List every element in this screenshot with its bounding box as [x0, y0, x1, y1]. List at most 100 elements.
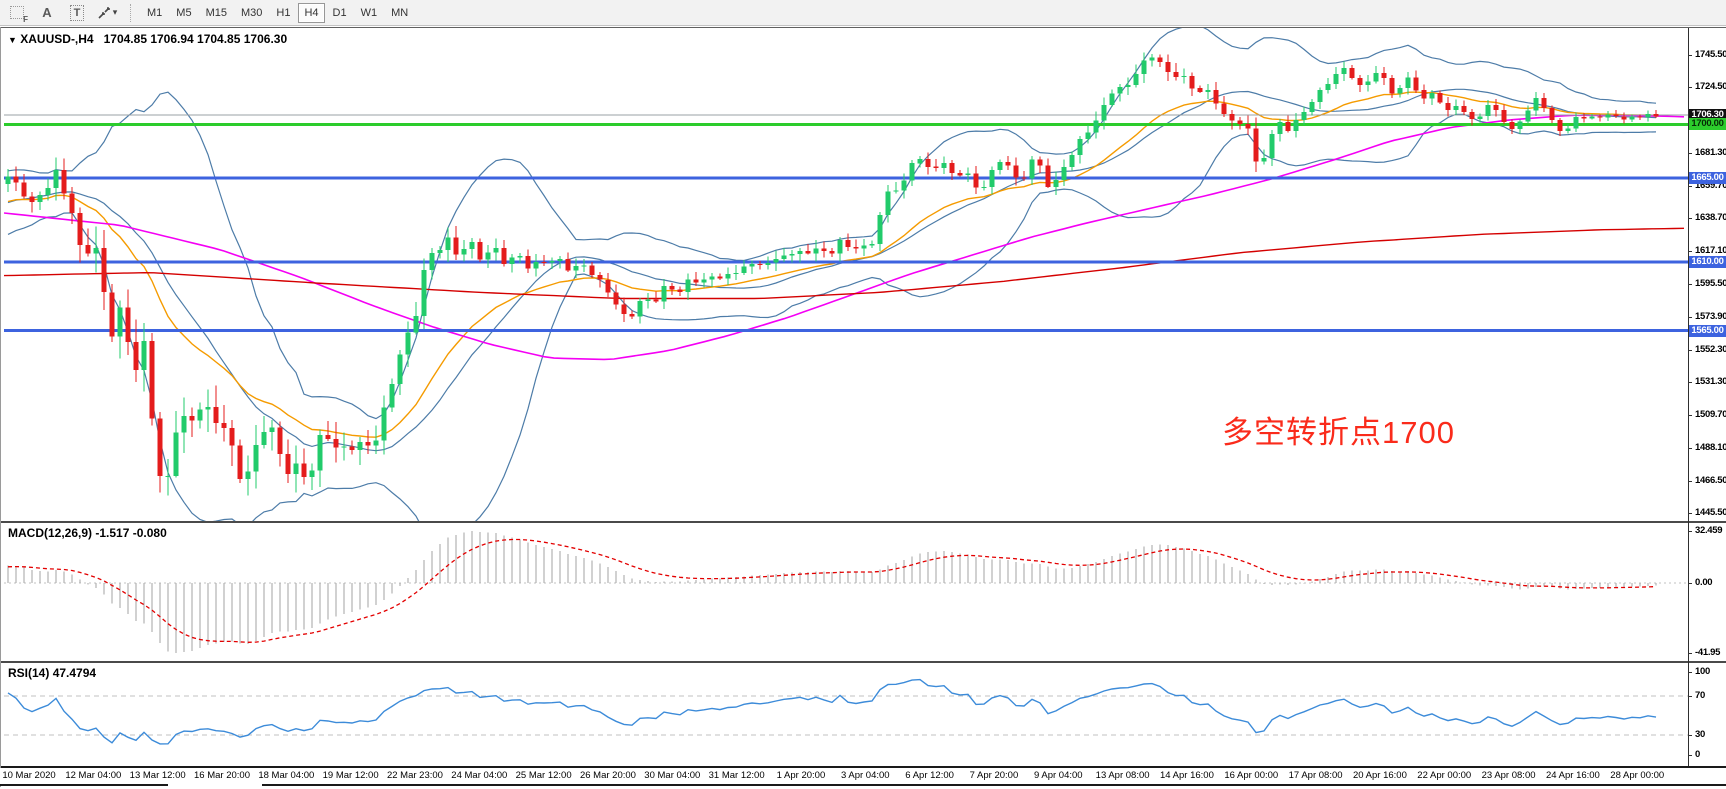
- timeframe-button-mn[interactable]: MN: [391, 6, 409, 19]
- support-1665-badge: 1665.00: [1689, 171, 1726, 184]
- time-label: 13 Mar 12:00: [129, 770, 186, 781]
- rsi-axis-label: 30: [1695, 729, 1705, 740]
- price-label: 1488.10: [1695, 441, 1726, 453]
- text-annotation-icon[interactable]: A: [42, 5, 52, 20]
- time-label: 14 Apr 16:00: [1159, 770, 1214, 781]
- symbol-timeframe-label: XAUUSD-,H4: [20, 32, 94, 46]
- main-price-chart[interactable]: [4, 28, 1688, 521]
- price-label: 1724.50: [1695, 81, 1726, 93]
- pivot-annotation-text: 多空转折点1700: [1222, 415, 1455, 450]
- timeframe-button-w1[interactable]: W1: [360, 6, 378, 19]
- price-label: 1573.90: [1695, 310, 1726, 322]
- price-tick: [1688, 55, 1692, 56]
- time-axis[interactable]: 10 Mar 2020 12 Mar 04:00 13 Mar 12:00 16 Ma…: [0, 768, 1726, 784]
- chart-title: ▼ XAUUSD-,H4 1704.85 1706.94 1704.85 1706…: [8, 32, 287, 46]
- pivot-1700-badge: 1700.00: [1689, 118, 1726, 131]
- rsi-axis-label: 0: [1695, 749, 1700, 760]
- timeframe-button-m1[interactable]: M1: [147, 6, 163, 19]
- price-tick: [1688, 185, 1692, 187]
- dropdown-caret-icon: ▾: [112, 7, 118, 17]
- time-label: 6 Apr 12:00: [905, 770, 954, 781]
- price-label: 1681.30: [1695, 147, 1726, 158]
- timeframe-button-m30[interactable]: M30: [240, 6, 263, 19]
- time-label: 17 Apr 08:00: [1288, 770, 1343, 781]
- rsi-label: RSI(14) 47.4794: [8, 666, 97, 680]
- main-macd-splitter[interactable]: [0, 521, 1726, 523]
- macd-axis-label: 0.00: [1695, 577, 1713, 588]
- time-label: 31 Mar 12:00: [708, 770, 765, 781]
- price-tick: [1688, 284, 1692, 285]
- docking-grip-icon[interactable]: F: [4, 3, 30, 24]
- rsi-axis-label: 100: [1695, 666, 1710, 677]
- timeframe-button-m5[interactable]: M5: [176, 6, 192, 19]
- rsi-value: 47.4794: [52, 666, 97, 680]
- time-label: 16 Mar 20:00: [193, 770, 250, 781]
- arrows-glyph-icon: [98, 6, 110, 19]
- macd-axis-tick: [1688, 583, 1692, 584]
- grip-box-icon: F: [10, 6, 28, 24]
- symbol-dropdown-caret-icon[interactable]: ▼: [8, 35, 17, 45]
- time-label: 22 Mar 23:00: [386, 770, 443, 781]
- price-axis[interactable]: 1745.50 1724.50 1681.30 1659.70 1638.70 1617.…: [1688, 28, 1726, 766]
- time-label: 26 Mar 20:00: [579, 770, 636, 781]
- rsi-axis-label: 70: [1695, 690, 1705, 701]
- price-tick: [1688, 480, 1692, 482]
- price-tick: [1688, 382, 1692, 383]
- time-label: 28 Apr 00:00: [1610, 770, 1665, 781]
- price-label: 1638.70: [1695, 212, 1726, 224]
- timeframe-button-h1[interactable]: H1: [276, 6, 291, 19]
- time-label: 12 Mar 04:00: [65, 770, 122, 781]
- time-label: 13 Apr 08:00: [1095, 770, 1150, 781]
- time-label: 19 Mar 12:00: [322, 770, 379, 781]
- time-label: 30 Mar 04:00: [644, 770, 701, 781]
- rsi-indicator-pane[interactable]: [4, 663, 1688, 766]
- price-axis-border: [1688, 28, 1689, 766]
- support-1610-badge: 1610.00: [1689, 255, 1726, 268]
- macd-indicator-pane[interactable]: [4, 523, 1688, 661]
- time-label: 9 Apr 04:00: [1033, 770, 1083, 781]
- arrows-tool-icon[interactable]: ▾: [94, 3, 120, 23]
- timeframe-button-m15[interactable]: M15: [205, 6, 227, 19]
- window-left-border: [0, 27, 1, 787]
- timeframe-button-d1[interactable]: D1: [332, 6, 347, 19]
- toolbar: F A T ▾ M1 M5 M15 M30 H1 H4 D1 W1 MN: [0, 0, 1726, 26]
- price-label: 1445.50: [1695, 507, 1726, 518]
- rsi-axis-tick: [1688, 672, 1692, 673]
- timeframe-button-h4[interactable]: H4: [298, 2, 325, 23]
- price-tick: [1688, 414, 1692, 416]
- text-label-icon[interactable]: T: [64, 3, 90, 23]
- macd-rsi-splitter[interactable]: [0, 661, 1726, 663]
- time-label: 18 Mar 04:00: [258, 770, 315, 781]
- bottom-edge-segment: [0, 784, 168, 786]
- ohlc-values: 1704.85 1706.94 1704.85 1706.30: [103, 32, 288, 46]
- price-tick: [1688, 316, 1692, 318]
- price-label: 1595.50: [1695, 278, 1726, 289]
- price-tick: [1688, 153, 1692, 154]
- price-tick: [1688, 447, 1692, 449]
- time-label: 7 Apr 20:00: [969, 770, 1019, 781]
- price-tick: [1688, 218, 1692, 220]
- rsi-axis-tick: [1688, 735, 1692, 736]
- time-label: 10 Mar 2020: [2, 770, 56, 781]
- chart-top-border: [0, 27, 1726, 28]
- macd-values: -1.517 -0.080: [95, 526, 167, 540]
- time-label: 24 Mar 04:00: [451, 770, 508, 781]
- price-label: 1531.30: [1695, 376, 1726, 387]
- macd-axis-tick: [1688, 653, 1692, 654]
- price-label: 1659.70: [1695, 179, 1726, 191]
- price-label: 1509.70: [1695, 408, 1726, 420]
- time-label: 16 Apr 00:00: [1224, 770, 1279, 781]
- toolbar-separator: [130, 3, 135, 22]
- price-tick: [1688, 251, 1692, 253]
- price-label: 1745.50: [1695, 49, 1726, 60]
- chart-window: [0, 27, 1726, 787]
- time-label: 24 Apr 16:00: [1545, 770, 1600, 781]
- macd-axis-tick: [1688, 531, 1692, 532]
- time-label: 22 Apr 00:00: [1417, 770, 1472, 781]
- macd-axis-label: 32.459: [1695, 525, 1723, 536]
- timeframe-group: M1 M5 M15 M30 H1 H4 D1 W1 MN: [140, 2, 415, 23]
- price-label: 1617.10: [1695, 245, 1726, 257]
- time-label: 25 Mar 12:00: [515, 770, 572, 781]
- bottom-edge-segment: [262, 784, 1726, 786]
